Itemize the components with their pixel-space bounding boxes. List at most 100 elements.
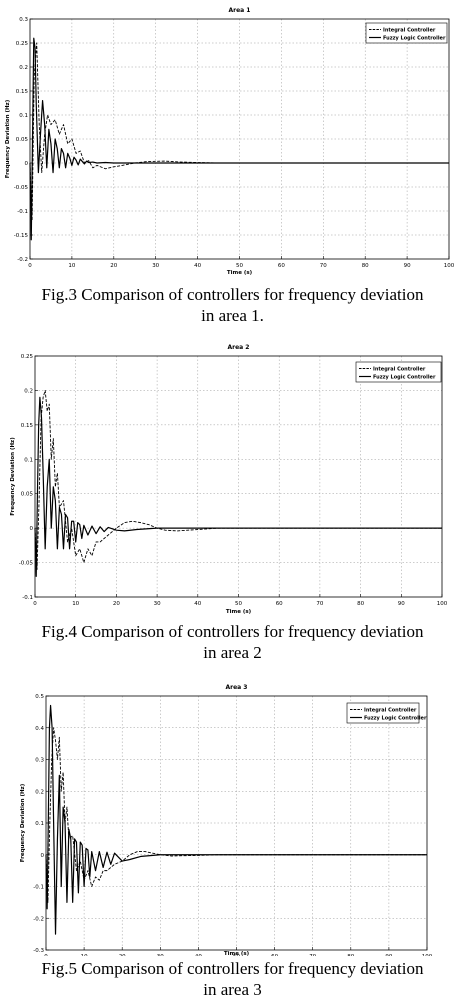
legend: Integral Controller Fuzzy Logic Controlle… [365,22,448,44]
y-tick-label: -0.1 [22,595,33,601]
x-tick-label: 70 [309,954,316,956]
y-tick-label: -0.15 [14,233,29,239]
legend-box [355,361,442,383]
x-tick-label: 80 [362,263,369,269]
chart-title: Area 2 [228,344,250,351]
integral-controller-line [34,389,442,570]
y-tick-label: 0.05 [21,492,34,498]
x-tick-label: 30 [154,601,161,607]
chart-area-2: 0 10 20 30 40 50 60 70 80 90 100 -0.1 -0.05 0 0.05 0.1 0… [10,344,448,615]
figure-area-3: 0 10 20 30 40 50 60 70 80 90 100 -0.3 -0.2 -0.1 0 0.1 0.… [0,676,465,1004]
x-tick-label: 90 [385,954,392,956]
y-tick-label: 0.5 [35,694,44,700]
legend-label: Integral Controller [373,367,426,373]
caption-line-2: in area 3 [203,980,262,999]
x-tick-label: 80 [347,954,354,956]
x-axis-label: Time (s) [227,270,253,276]
x-tick-label: 80 [357,601,364,607]
x-axis-label: Time (s) [224,951,250,956]
chart-area-1: 0 10 20 30 40 50 60 70 80 90 100 -0.2 -0.15 -0.1 -0.05… [5,7,455,276]
caption-line-1: Fig.3 Comparison of controllers for freq… [41,285,424,304]
legend-box [365,22,448,44]
y-tick-label: 0.1 [35,821,44,827]
x-tick-label: 100 [444,263,455,269]
x-tick-label: 60 [278,263,285,269]
caption-line-2: in area 1. [201,306,264,325]
y-tick-label: 0.25 [16,41,29,47]
x-tick-label: 70 [316,601,323,607]
figure-caption-5: Fig.5 Comparison of controllers for freq… [0,958,465,1000]
figure-area-2: 0 10 20 30 40 50 60 70 80 90 100 -0.1 -0.05 0 0.05 0.1 0… [0,338,465,668]
caption-line-1: Fig.5 Comparison of controllers for freq… [41,959,424,978]
figure-area-1: 0 10 20 30 40 50 60 70 80 90 100 -0.2 -0.15 -0.1 -0.05… [0,0,465,330]
x-tick-label: 20 [110,263,117,269]
fuzzy-logic-controller-line [29,37,449,241]
figure-caption-3: Fig.3 Comparison of controllers for freq… [0,284,465,326]
legend-label: Integral Controller [383,28,436,34]
x-tick-label: 40 [195,954,202,956]
x-tick-label: 30 [152,263,159,269]
x-tick-label: 40 [194,601,201,607]
y-axis-label: Frequency Deviation (Hz) [10,437,16,516]
legend-label: Fuzzy Logic Controller [373,375,436,381]
y-tick-label: -0.05 [19,561,34,567]
y-tick-label: -0.05 [14,185,29,191]
caption-line-1: Fig.4 Comparison of controllers for freq… [41,622,424,641]
fuzzy-logic-controller-line [34,396,442,577]
x-tick-label: 10 [81,954,88,956]
y-axis-label: Frequency Deviation (Hz) [5,99,11,178]
y-tick-label: 0.15 [21,423,34,429]
x-tick-label: 40 [194,263,201,269]
y-tick-label: 0 [30,526,34,532]
legend-box [346,702,420,724]
x-tick-label: 60 [271,954,278,956]
legend-label: Fuzzy Logic Controller [383,36,446,42]
y-tick-label: -0.1 [33,885,44,891]
x-tick-label: 50 [236,263,243,269]
x-tick-label: 100 [437,601,448,607]
x-tick-label: 60 [276,601,283,607]
chart-area-3: 0 10 20 30 40 50 60 70 80 90 100 -0.3 -0.2 -0.1 0 0.1 0.… [20,684,433,956]
y-tick-label: 0.1 [19,113,28,119]
fuzzy-logic-controller-line [45,704,427,935]
figure-caption-4: Fig.4 Comparison of controllers for freq… [0,621,465,663]
y-tick-label: 0.05 [16,137,29,143]
chart-title: Area 3 [226,684,248,691]
x-tick-label: 10 [72,601,79,607]
y-tick-label: 0 [41,853,45,859]
x-tick-label: 30 [157,954,164,956]
y-tick-label: -0.1 [17,209,28,215]
y-tick-label: 0 [25,161,29,167]
y-axis-label: Frequency Deviation (Hz) [20,783,26,862]
x-tick-label: 100 [422,954,433,956]
legend-label: Integral Controller [364,708,417,714]
x-axis-label: Time (s) [226,609,252,615]
x-tick-label: 50 [233,954,240,956]
x-tick-label: 70 [320,263,327,269]
x-tick-label: 0 [33,601,37,607]
x-tick-label: 50 [235,601,242,607]
y-tick-label: -0.2 [33,916,44,922]
y-tick-label: -0.3 [33,948,44,954]
y-tick-label: 0.25 [21,354,34,360]
legend-label: Fuzzy Logic Controller [364,716,427,722]
y-tick-label: 0.2 [24,388,33,394]
y-tick-label: 0.4 [35,726,44,732]
x-tick-label: 90 [398,601,405,607]
x-tick-label: 0 [28,263,32,269]
y-tick-label: 0.2 [19,65,28,71]
caption-line-2: in area 2 [203,643,262,662]
y-tick-label: 0.2 [35,789,44,795]
x-tick-label: 20 [119,954,126,956]
y-tick-label: 0.15 [16,89,29,95]
legend: Integral Controller Fuzzy Logic Controlle… [355,361,442,383]
legend: Integral Controller Fuzzy Logic Controlle… [346,702,427,724]
y-tick-label: 0.3 [19,17,28,23]
x-tick-label: 20 [113,601,120,607]
y-tick-label: 0.1 [24,457,33,463]
y-tick-label: 0.3 [35,758,44,764]
y-tick-label: -0.2 [17,257,28,263]
x-tick-label: 0 [44,954,48,956]
chart-title: Area 1 [229,7,251,14]
x-tick-label: 90 [404,263,411,269]
